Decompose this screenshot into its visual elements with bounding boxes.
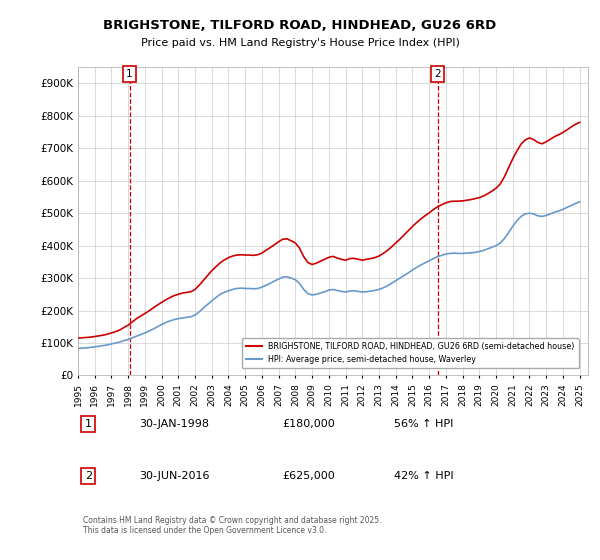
Text: 1: 1 xyxy=(85,419,92,429)
Text: Price paid vs. HM Land Registry's House Price Index (HPI): Price paid vs. HM Land Registry's House … xyxy=(140,38,460,48)
Legend: BRIGHSTONE, TILFORD ROAD, HINDHEAD, GU26 6RD (semi-detached house), HPI: Average: BRIGHSTONE, TILFORD ROAD, HINDHEAD, GU26… xyxy=(242,338,579,368)
Text: Contains HM Land Registry data © Crown copyright and database right 2025.
This d: Contains HM Land Registry data © Crown c… xyxy=(83,516,382,535)
Text: 30-JUN-2016: 30-JUN-2016 xyxy=(139,471,210,481)
Text: £180,000: £180,000 xyxy=(282,419,335,429)
Text: 2: 2 xyxy=(434,69,441,79)
Text: 1: 1 xyxy=(126,69,133,79)
Text: £625,000: £625,000 xyxy=(282,471,335,481)
Text: 2: 2 xyxy=(85,471,92,481)
Text: 42% ↑ HPI: 42% ↑ HPI xyxy=(394,471,454,481)
Text: BRIGHSTONE, TILFORD ROAD, HINDHEAD, GU26 6RD: BRIGHSTONE, TILFORD ROAD, HINDHEAD, GU26… xyxy=(103,18,497,32)
Text: 56% ↑ HPI: 56% ↑ HPI xyxy=(394,419,454,429)
Text: 30-JAN-1998: 30-JAN-1998 xyxy=(139,419,209,429)
